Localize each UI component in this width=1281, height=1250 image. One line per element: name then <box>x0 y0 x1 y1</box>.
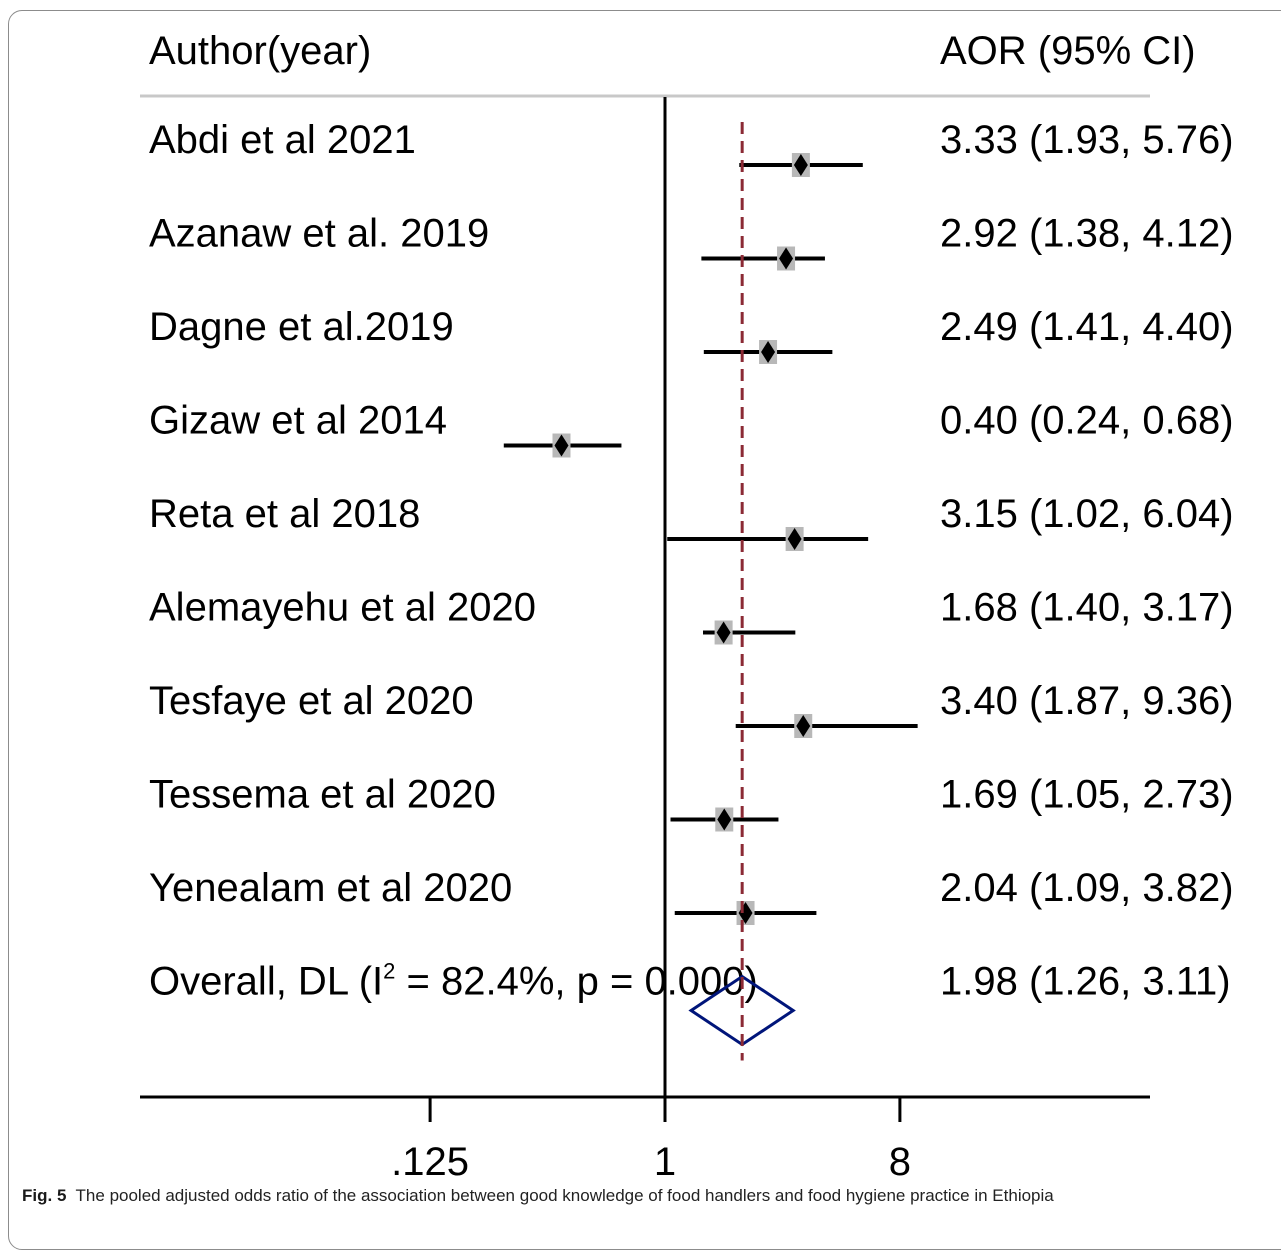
overall-label-rest: = 82.4%, p = 0.000) <box>395 960 757 1004</box>
x-tick-label: .125 <box>391 1140 469 1184</box>
study-ci-text: 1.68 (1.40, 3.17) <box>940 586 1234 630</box>
header-author: Author(year) <box>149 29 371 73</box>
caption-text: The pooled adjusted odds ratio of the as… <box>75 1186 1054 1205</box>
study-ci-text: 2.92 (1.38, 4.12) <box>940 212 1234 256</box>
i-squared-superscript: 2 <box>383 959 395 984</box>
study-label: Tessema et al 2020 <box>149 773 496 817</box>
study-label: Alemayehu et al 2020 <box>149 586 536 630</box>
figure-caption: Fig. 5 The pooled adjusted odds ratio of… <box>22 1186 1054 1206</box>
point-estimate <box>779 247 794 270</box>
point-estimate <box>787 528 802 550</box>
study-label: Azanaw et al. 2019 <box>149 212 489 256</box>
study-ci-text: 1.69 (1.05, 2.73) <box>940 773 1234 817</box>
overall-ci-text: 1.98 (1.26, 3.11) <box>940 960 1231 1004</box>
overall-label: Overall, DL (I2 = 82.4%, p = 0.000) <box>149 959 758 1004</box>
study-ci-text: 2.49 (1.41, 4.40) <box>940 305 1234 349</box>
study-ci-text: 0.40 (0.24, 0.68) <box>940 399 1234 443</box>
header-aor: AOR (95% CI) <box>940 29 1196 73</box>
point-estimate <box>554 434 569 457</box>
study-label: Tesfaye et al 2020 <box>149 679 474 723</box>
point-estimate <box>761 341 776 363</box>
point-estimate <box>793 154 808 176</box>
study-label: Reta et al 2018 <box>149 492 420 536</box>
point-estimate <box>716 621 731 644</box>
x-tick-label: 1 <box>654 1140 676 1184</box>
forest-plot: Author(year) AOR (95% CI) .125 1 8 Abdi et … <box>140 29 1234 1184</box>
study-label: Gizaw et al 2014 <box>149 399 447 443</box>
figure-number: Fig. 5 <box>22 1186 67 1205</box>
x-tick-label: 8 <box>889 1140 911 1184</box>
study-ci-text: 3.40 (1.87, 9.36) <box>940 679 1234 723</box>
study-label: Yenealam et al 2020 <box>149 866 512 910</box>
study-label: Dagne et al.2019 <box>149 305 454 349</box>
study-ci-text: 3.33 (1.93, 5.76) <box>940 118 1234 162</box>
study-label: Abdi et al 2021 <box>149 118 416 162</box>
point-estimate <box>796 715 811 737</box>
point-estimate <box>717 808 732 831</box>
overall-diamond <box>688 974 796 1047</box>
study-ci-text: 3.15 (1.02, 6.04) <box>940 492 1234 536</box>
study-ci-text: 2.04 (1.09, 3.82) <box>940 866 1234 910</box>
